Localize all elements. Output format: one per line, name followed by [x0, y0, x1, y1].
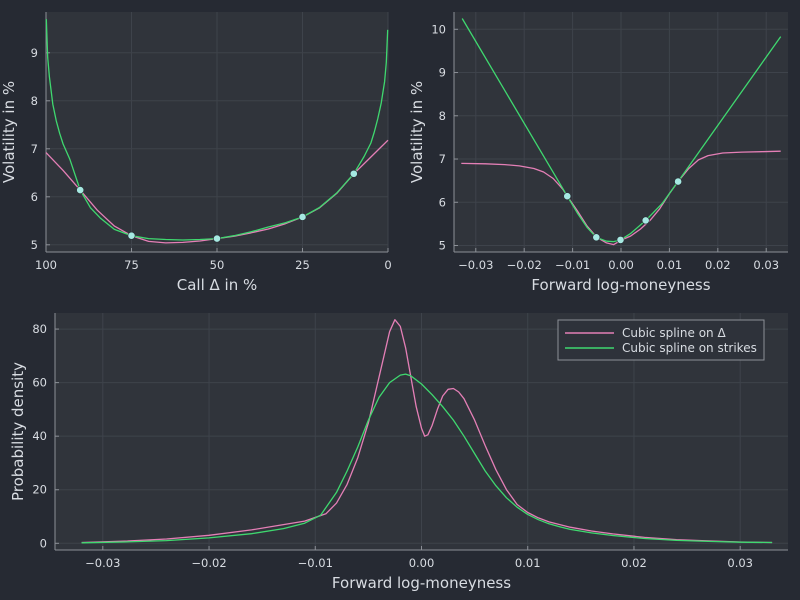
x-tick-label: −0.02	[191, 556, 226, 570]
y-tick-label: 0	[40, 536, 47, 550]
y-tick-label: 7	[439, 152, 446, 166]
y-tick-label: 10	[431, 22, 446, 36]
series-line-series_strikes	[81, 373, 773, 544]
y-tick-label: 8	[31, 94, 38, 108]
x-tick-label: −0.03	[458, 258, 493, 272]
x-tick-label: 0.03	[753, 258, 779, 272]
x-axis-label: Forward log-moneyness	[332, 574, 511, 592]
x-tick-label: 0	[384, 258, 391, 272]
y-tick-label: 9	[31, 46, 38, 60]
y-axis-label: Probability density	[9, 362, 27, 501]
x-tick-label: 0.02	[705, 258, 731, 272]
series-line-series_delta	[81, 319, 773, 544]
y-tick-label: 6	[31, 190, 38, 204]
x-tick-label: 0.02	[621, 556, 647, 570]
y-tick-label: 9	[439, 66, 446, 80]
quote-point	[616, 235, 625, 244]
y-tick-label: 8	[439, 109, 446, 123]
series-line-series_strikes	[45, 19, 389, 241]
y-axis-label: Volatility in %	[0, 81, 18, 183]
x-tick-label: 0.01	[657, 258, 683, 272]
quote-point	[76, 186, 85, 194]
y-tick-label: 6	[439, 195, 446, 209]
x-tick-label: 100	[35, 258, 57, 272]
y-tick-label: 5	[439, 239, 446, 253]
legend-label: Cubic spline on strikes	[622, 341, 757, 355]
quote-point	[213, 234, 221, 243]
x-tick-label: 0.00	[409, 556, 435, 570]
x-tick-label: 50	[210, 258, 225, 272]
quote-point	[298, 213, 307, 221]
quote-point	[349, 169, 358, 178]
legend-label: Cubic spline on Δ	[622, 326, 726, 340]
x-tick-label: 0.00	[608, 258, 634, 272]
y-tick-label: 7	[31, 142, 38, 156]
legend-box	[557, 319, 765, 361]
y-tick-label: 5	[31, 238, 38, 252]
quote-point	[592, 233, 601, 242]
x-tick-label: −0.01	[555, 258, 590, 272]
x-tick-label: −0.02	[507, 258, 542, 272]
x-tick-label: −0.03	[85, 556, 120, 570]
y-tick-label: 60	[32, 376, 47, 390]
chart-bottom: −0.03 −0.02 −0.01 0.00 0.01 0.02 0.03 0 20 40 60 80…	[9, 313, 788, 592]
chart-top-left: 100 75 50 25 0 5 6 7 8 9 Call Δ in % Volatility in …	[0, 12, 392, 294]
x-tick-label: −0.01	[298, 556, 333, 570]
y-tick-label: 20	[32, 483, 47, 497]
x-tick-label: 25	[295, 258, 310, 272]
y-tick-label: 80	[32, 322, 47, 336]
series-line-series_delta	[461, 150, 781, 246]
series-line-series_strikes	[461, 18, 782, 243]
y-tick-label: 40	[32, 429, 47, 443]
quote-point	[674, 177, 683, 186]
chart-top-right: −0.03 −0.02 −0.01 0.00 0.01 0.02 0.03 5 6 7 8 9 10 Fo…	[408, 12, 788, 294]
x-axis-label: Forward log-moneyness	[531, 276, 710, 294]
quote-point	[563, 192, 572, 201]
x-axis-label: Call Δ in %	[177, 276, 258, 294]
x-tick-label: 0.03	[727, 556, 753, 570]
quote-point	[641, 216, 650, 225]
quote-point	[127, 231, 136, 240]
y-axis-label: Volatility in %	[408, 81, 426, 183]
x-tick-label: 0.01	[515, 556, 541, 570]
x-tick-label: 75	[124, 258, 139, 272]
